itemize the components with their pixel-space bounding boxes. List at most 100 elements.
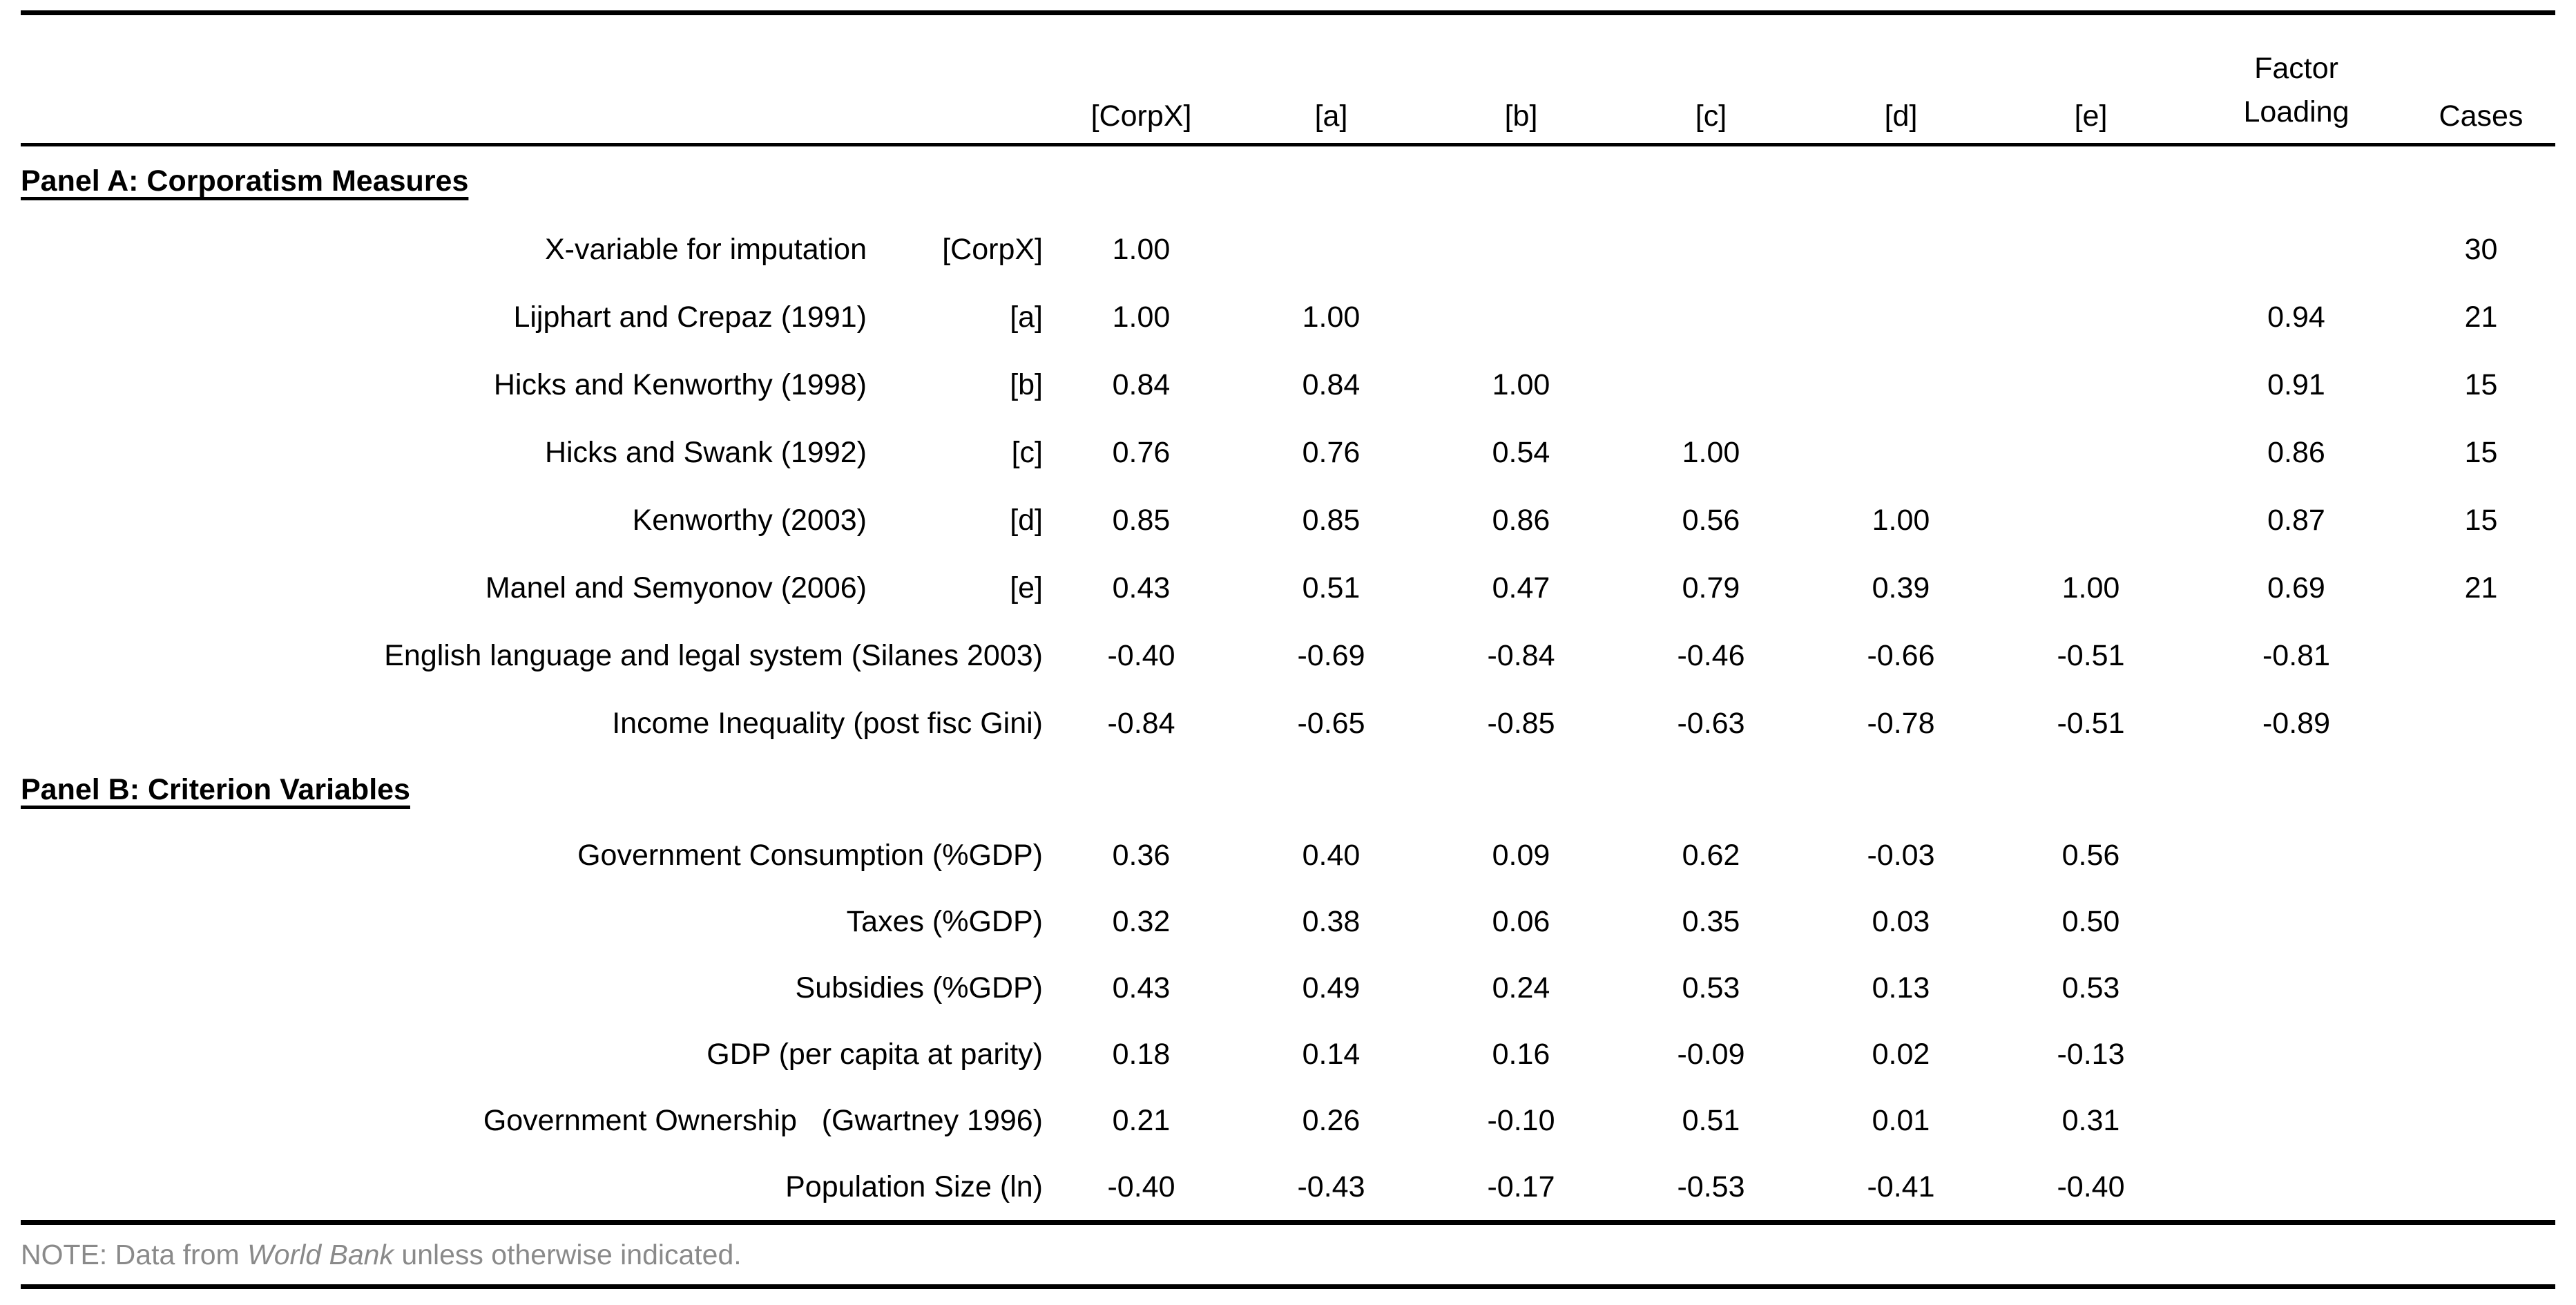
correlation-value-cell: 0.53 [2061, 971, 2120, 1004]
correlation-value-cell: 0.39 [1872, 571, 1930, 604]
cases-cell: 15 [2464, 368, 2498, 401]
correlation-value-cell: -0.63 [1677, 706, 1745, 740]
correlation-value-cell [1426, 216, 1616, 283]
row-label: Hicks and Kenworthy (1998) [493, 368, 867, 401]
table-row: Taxes (%GDP) 0.32 0.38 0.06 0.35 0.03 0.50 [21, 888, 2555, 955]
correlation-value-cell: -0.10 [1487, 1103, 1555, 1137]
correlation-value-cell: -0.40 [2057, 1170, 2125, 1203]
table-row: Hicks and Kenworthy (1998) [b] 0.84 0.84 1.0… [21, 351, 2555, 419]
correlation-value-cell: 0.02 [1872, 1037, 1930, 1071]
correlation-value-cell: -0.78 [1867, 706, 1935, 740]
factor-loading-cell [2186, 1021, 2407, 1087]
correlation-value-cell: -0.17 [1487, 1170, 1555, 1203]
correlation-value-cell: 0.47 [1492, 571, 1550, 604]
correlation-value-cell: 1.00 [1492, 368, 1550, 401]
correlation-value-cell: 0.85 [1112, 503, 1171, 537]
correlation-value-cell: -0.53 [1677, 1170, 1745, 1203]
correlation-value-cell: -0.46 [1677, 638, 1745, 672]
row-tag: [b] [1010, 368, 1043, 401]
correlation-value-cell: 0.13 [1872, 971, 1930, 1004]
table-row: Kenworthy (2003) [d] 0.85 0.85 0.86 0.56 1.00 0… [21, 486, 2555, 554]
correlation-value-cell: -0.09 [1677, 1037, 1745, 1071]
correlation-value-cell: 0.43 [1112, 571, 1171, 604]
correlation-value-cell [1236, 216, 1426, 283]
table-row: Subsidies (%GDP) 0.43 0.49 0.24 0.53 0.13 0.53 [21, 955, 2555, 1021]
correlation-value-cell [1996, 216, 2186, 283]
correlation-value-cell: 0.50 [2061, 904, 2120, 938]
correlation-value-cell: -0.84 [1487, 638, 1555, 672]
factor-loading-line1: Factor [2254, 52, 2338, 86]
note-source: World Bank [247, 1238, 394, 1270]
correlation-value-cell: 0.18 [1112, 1037, 1171, 1071]
header-label-spacer [21, 12, 1046, 146]
cases-cell: 15 [2464, 503, 2498, 537]
header-row: [CorpX] [a] [b] [c] [d] [e] Factor Loadi… [21, 12, 2555, 146]
correlation-value-cell: -0.13 [2057, 1037, 2125, 1071]
correlation-value-cell: 0.76 [1302, 435, 1361, 469]
correlation-value-cell: 0.03 [1872, 904, 1930, 938]
cases-cell [2407, 955, 2555, 1021]
correlation-value-cell: 0.86 [1492, 503, 1550, 537]
row-label: English language and legal system (Silan… [384, 638, 1043, 672]
row-label: X-variable for imputation [544, 232, 867, 266]
correlation-value-cell: 0.85 [1302, 503, 1361, 537]
correlation-value-cell [1806, 216, 1996, 283]
header-col-b: [b] [1426, 12, 1616, 146]
cases-cell: 15 [2464, 435, 2498, 469]
row-label: GDP (per capita at parity) [707, 1037, 1043, 1071]
correlation-value-cell: -0.51 [2057, 706, 2125, 740]
correlation-value-cell [1616, 216, 1806, 283]
header-col-corpx: [CorpX] [1046, 12, 1236, 146]
correlation-value-cell [1806, 351, 1996, 419]
correlation-value-cell: 0.01 [1872, 1103, 1930, 1137]
factor-loading-cell: -0.81 [2262, 638, 2330, 672]
correlation-value-cell: -0.85 [1487, 706, 1555, 740]
table-row: Income Inequality (post fisc Gini) -0.84 -… [21, 689, 2555, 757]
correlation-value-cell: 0.79 [1682, 571, 1740, 604]
factor-loading-cell: 0.91 [2267, 368, 2325, 401]
correlation-value-cell: -0.69 [1297, 638, 1365, 672]
cases-cell: 30 [2464, 232, 2498, 266]
correlation-value-cell [1616, 351, 1806, 419]
correlation-value-cell: 0.31 [2061, 1103, 2120, 1137]
cases-cell: 21 [2464, 300, 2498, 334]
row-label: Kenworthy (2003) [632, 503, 867, 537]
correlation-value-cell: -0.66 [1867, 638, 1935, 672]
correlation-value-cell: -0.41 [1867, 1170, 1935, 1203]
factor-loading-cell: -0.89 [2262, 706, 2330, 740]
panel-a-title-row: Panel A: Corporatism Measures [21, 145, 2555, 216]
table-header: [CorpX] [a] [b] [c] [d] [e] Factor Loadi… [21, 12, 2555, 146]
table-row: Hicks and Swank (1992) [c] 0.76 0.76 0.54 1.0… [21, 419, 2555, 486]
table-row: Government Ownership (Gwartney 1996) 0.21… [21, 1087, 2555, 1154]
table-row: GDP (per capita at parity) 0.18 0.14 0.16 -0… [21, 1021, 2555, 1087]
cases-cell [2407, 1154, 2555, 1223]
correlation-value-cell: -0.84 [1107, 706, 1175, 740]
correlation-value-cell [1996, 486, 2186, 554]
correlation-value-cell: -0.43 [1297, 1170, 1365, 1203]
header-col-d: [d] [1806, 12, 1996, 146]
correlation-value-cell [1806, 419, 1996, 486]
correlation-value-cell: -0.65 [1297, 706, 1365, 740]
correlation-value-cell: 0.35 [1682, 904, 1740, 938]
header-col-c: [c] [1616, 12, 1806, 146]
correlation-value-cell: 0.21 [1112, 1103, 1171, 1137]
table-row: Government Consumption (%GDP) 0.36 0.40 0.0… [21, 822, 2555, 888]
cases-cell [2407, 689, 2555, 757]
correlation-value-cell: 1.00 [1872, 503, 1930, 537]
row-label: Population Size (ln) [785, 1170, 1043, 1203]
factor-loading-cell [2186, 822, 2407, 888]
panel-a-title: Panel A: Corporatism Measures [21, 164, 469, 198]
row-tag: [a] [1010, 300, 1043, 334]
note-suffix: unless otherwise indicated. [393, 1238, 742, 1270]
correlation-value-cell: 0.49 [1302, 971, 1361, 1004]
correlation-value-cell: 0.40 [1302, 838, 1361, 872]
correlation-value-cell [1806, 283, 1996, 351]
correlation-value-cell: -0.40 [1107, 1170, 1175, 1203]
correlation-value-cell: 0.76 [1112, 435, 1171, 469]
correlation-value-cell: 1.00 [1112, 300, 1171, 334]
row-label: Lijphart and Crepaz (1991) [513, 300, 867, 334]
correlation-value-cell: 0.56 [1682, 503, 1740, 537]
correlation-value-cell [1996, 283, 2186, 351]
table-row: English language and legal system (Silan… [21, 622, 2555, 689]
correlation-value-cell: -0.51 [2057, 638, 2125, 672]
